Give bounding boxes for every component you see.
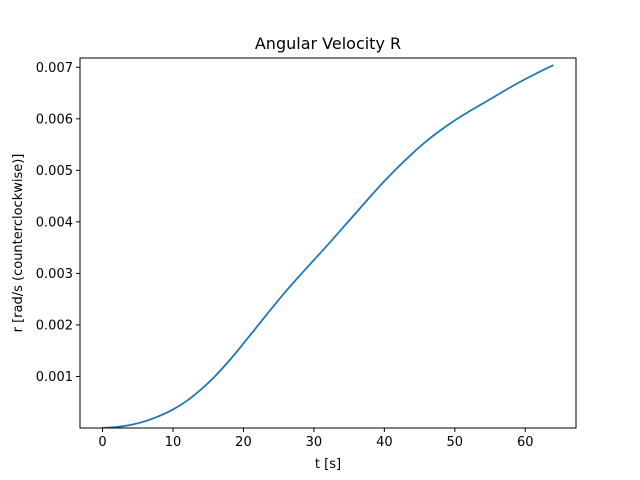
axes-frame xyxy=(79,57,577,429)
x-axis: 0 10 20 30 40 50 60 xyxy=(98,428,534,450)
plot-area xyxy=(102,64,554,428)
y-tick-label: 0.007 xyxy=(36,61,73,76)
x-tick-label: 30 xyxy=(306,435,323,450)
x-tick-label: 40 xyxy=(376,435,393,450)
y-tick-label: 0.003 xyxy=(36,267,73,282)
x-axis-label: t [s] xyxy=(315,457,341,472)
y-tick-label: 0.005 xyxy=(36,164,73,179)
x-tick-label: 60 xyxy=(517,435,534,450)
y-tick-label: 0.001 xyxy=(36,370,73,385)
y-tick-label: 0.004 xyxy=(36,215,73,230)
y-axis-label: r [rad/s (counterclockwise)] xyxy=(11,154,26,333)
y-tick-label: 0.006 xyxy=(36,112,73,127)
chart-title: Angular Velocity R xyxy=(255,34,401,53)
y-axis: 0.001 0.002 0.003 0.004 0.005 0.006 0.007 xyxy=(36,61,80,385)
x-tick-label: 0 xyxy=(98,435,106,450)
x-tick-label: 20 xyxy=(235,435,252,450)
x-tick-label: 50 xyxy=(447,435,464,450)
x-tick-label: 10 xyxy=(165,435,182,450)
series-line xyxy=(102,64,554,428)
y-tick-label: 0.002 xyxy=(36,318,73,333)
